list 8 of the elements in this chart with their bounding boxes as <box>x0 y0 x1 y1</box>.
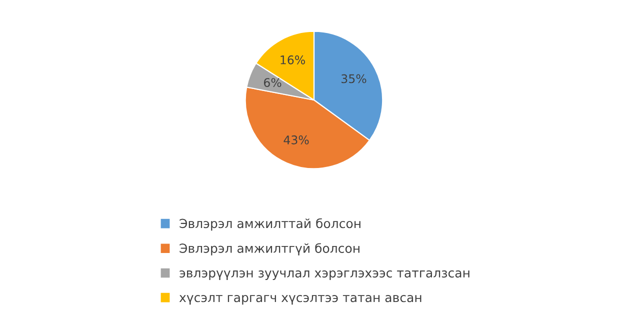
data-label: 16% <box>280 55 305 64</box>
data-label: 6% <box>264 78 282 88</box>
legend-label: хүсэлт гаргагч хүсэлтээ татан авсан <box>179 294 422 305</box>
legend-label: Эвлэрэл амжилтгүй болсон <box>180 243 360 256</box>
data-label: 43% <box>284 135 309 144</box>
legend-label: эвлэрүүлэн зуучлал хэрэглэхээс татгалзсан <box>180 270 470 280</box>
legend-label: Эвлэрэл амжилттай болсон <box>180 218 360 231</box>
data-label: 35% <box>342 74 366 84</box>
